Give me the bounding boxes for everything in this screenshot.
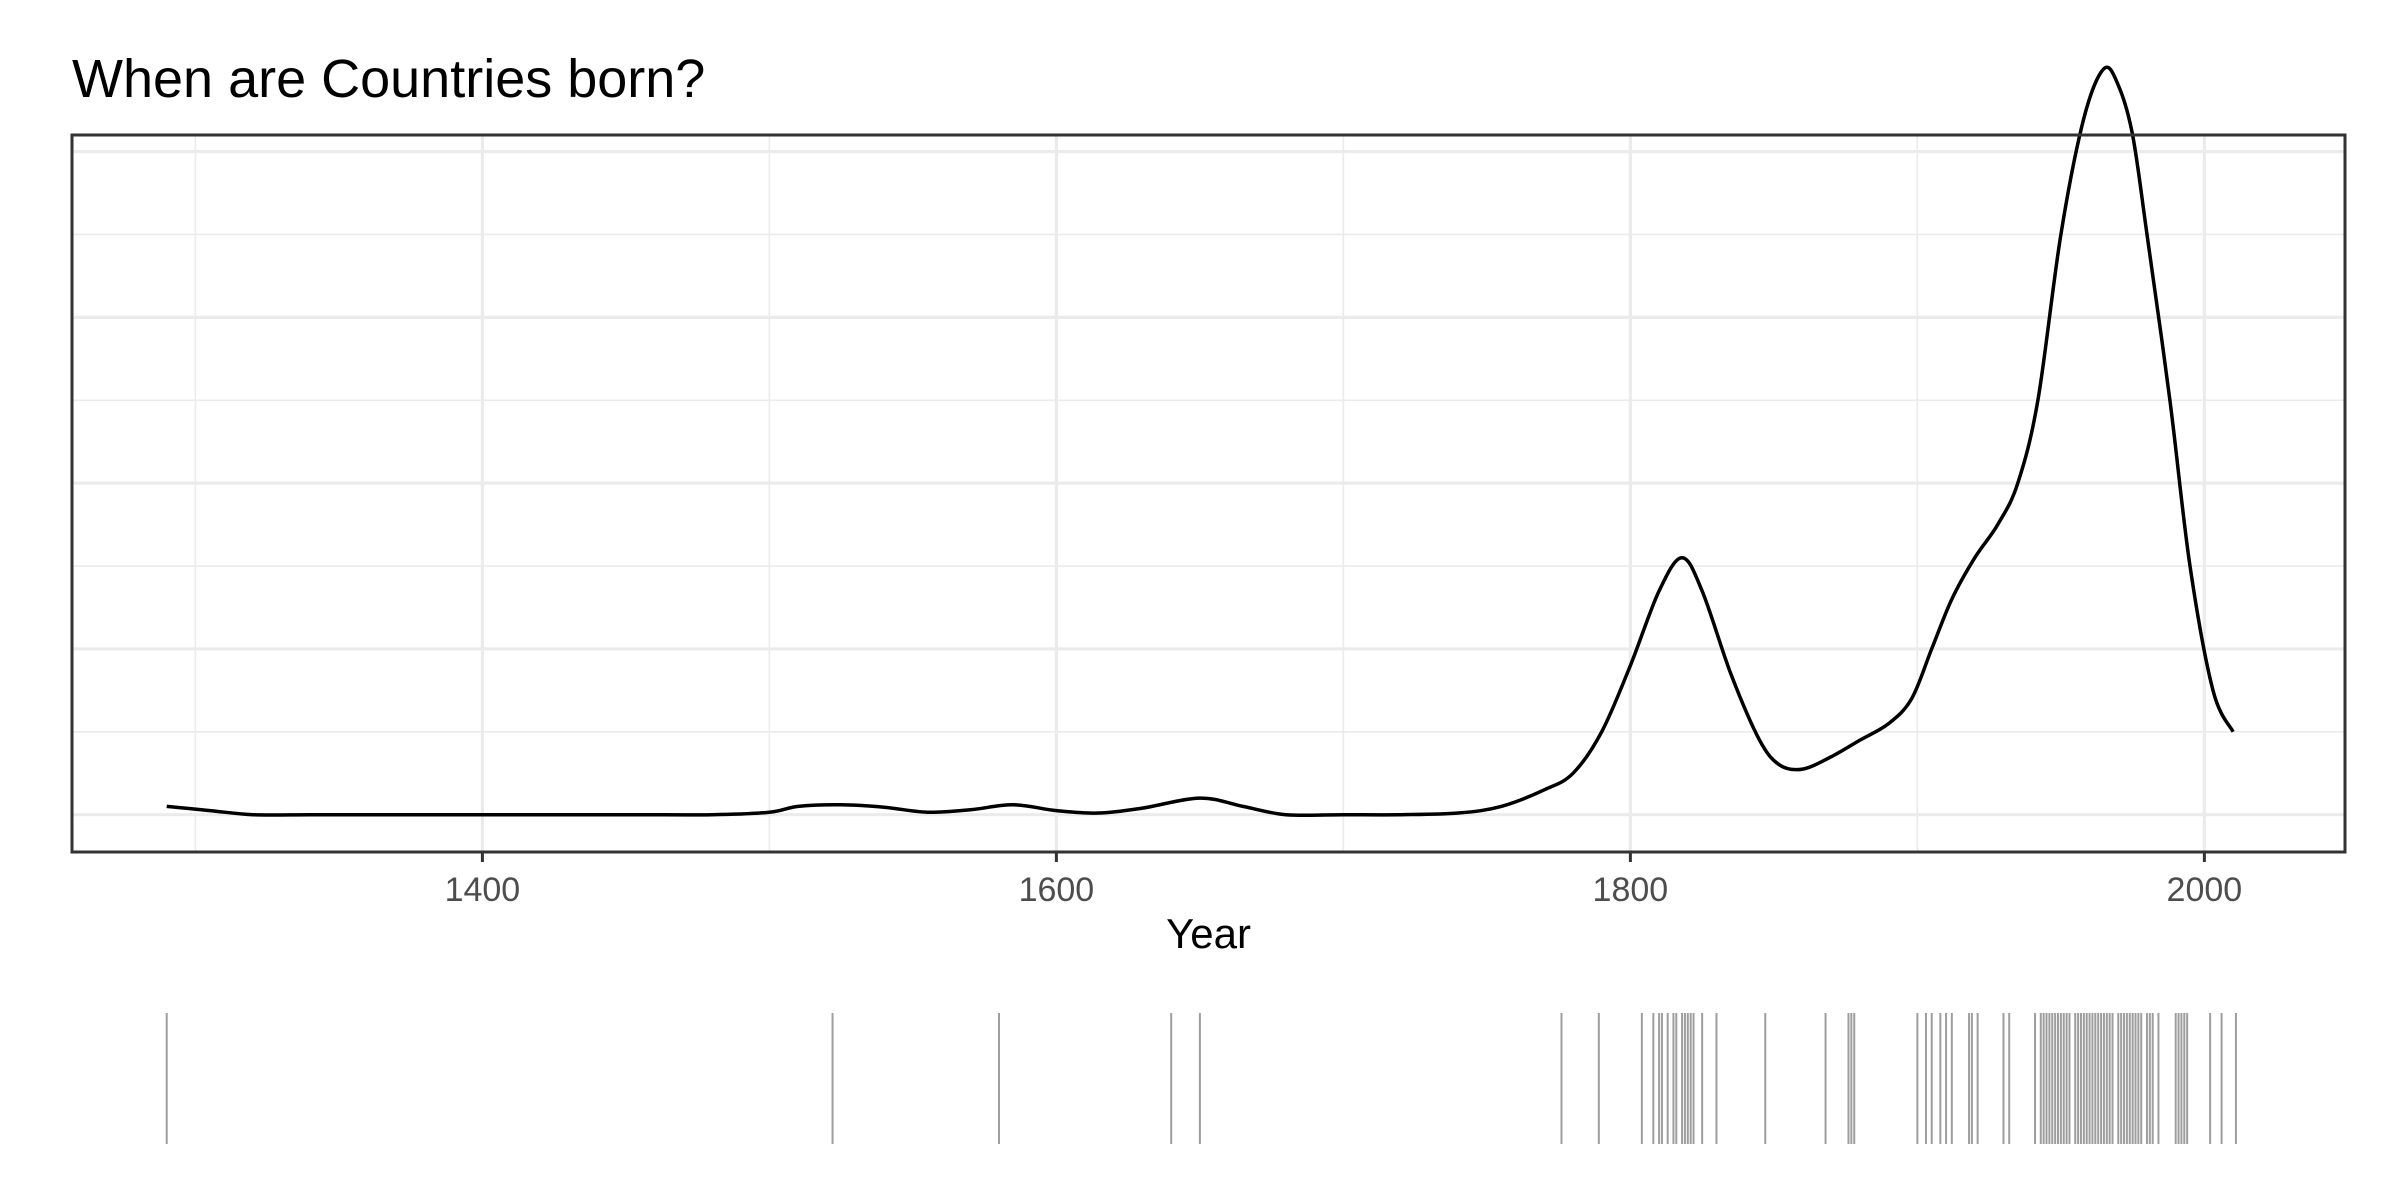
minor-gridlines [72,135,2345,852]
x-tick-label: 1400 [445,871,521,909]
x-axis-label: Year [1166,910,1251,957]
x-axis-ticks: 1400 1600 1800 2000 [445,852,2243,909]
plot-panel-border [70,133,2347,854]
x-tick-label: 1800 [1593,871,1669,909]
rug-marks [165,1013,2237,1144]
x-tick-label: 2000 [2167,871,2243,909]
x-tick-label: 1600 [1019,871,1095,909]
chart-title: When are Countries born? [72,49,706,109]
density-curve [166,65,2235,818]
major-gridlines [72,135,2345,852]
